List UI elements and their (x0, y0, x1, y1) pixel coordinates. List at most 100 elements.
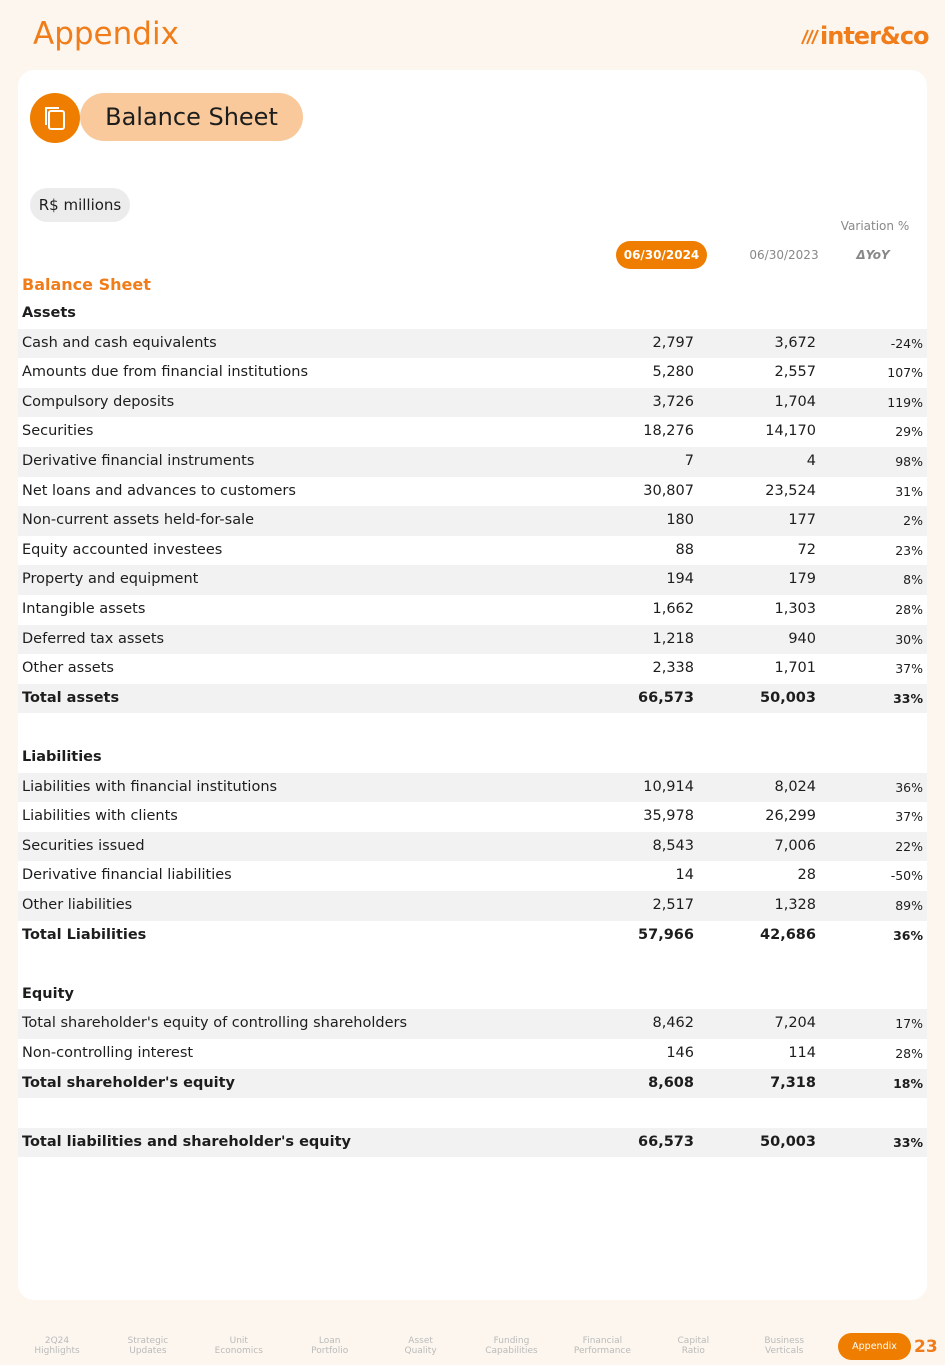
nav-line: 2Q24 (44, 1336, 70, 1346)
change-value: 23% (895, 542, 923, 558)
badge: Balance Sheet (80, 93, 303, 141)
change-value: 33% (893, 690, 923, 706)
change-value: 31% (895, 483, 923, 499)
previous-value: 72 (797, 541, 816, 558)
nav-item[interactable]: Funding Capabilities (485, 1336, 538, 1356)
section-heading: Equity (18, 980, 927, 1010)
current-value: 66,573 (638, 1133, 694, 1150)
change-value: 17% (895, 1016, 923, 1032)
previous-value: 4 (806, 453, 816, 469)
row-label: Total shareholder's equity (22, 1074, 236, 1091)
table-row: Derivative financial liabilities 14 28 -50% (18, 861, 927, 891)
current-value: 8,608 (648, 1074, 694, 1091)
current-value: 88 (675, 541, 694, 558)
table-row: Equity accounted investees 88 72 23% (18, 536, 927, 566)
row-label: Cash and cash equivalents (22, 334, 217, 351)
nav-line: Financial (582, 1336, 623, 1346)
row-label: Total liabilities and shareholder's equi… (22, 1133, 351, 1150)
nav-item[interactable]: Asset Quality (405, 1336, 437, 1356)
change-value: 18% (893, 1075, 923, 1091)
table-row: Securities 18,276 14,170 29% (18, 417, 927, 447)
table-row: Other liabilities 2,517 1,328 89% (18, 891, 927, 921)
current-value: 146 (666, 1045, 694, 1061)
previous-value: 50,003 (760, 689, 816, 706)
change-value: 37% (895, 809, 923, 825)
previous-value: 1,303 (774, 601, 816, 617)
row-label: Securities issued (22, 837, 145, 854)
row-label: Intangible assets (22, 601, 146, 617)
nav-line: Capital (677, 1336, 710, 1346)
current-value: 8,543 (652, 837, 694, 854)
current-value: 8,462 (652, 1015, 694, 1032)
row-label: Equity accounted investees (22, 541, 223, 558)
nav-item[interactable]: 2Q24 Highlights (34, 1336, 79, 1356)
badge-icon (30, 93, 80, 143)
heading-text: Liabilities (22, 749, 102, 765)
current-value: 57,966 (638, 926, 694, 943)
previous-value: 940 (788, 630, 816, 647)
nav-item[interactable]: Business Verticals (764, 1336, 804, 1356)
previous-value: 26,299 (765, 808, 816, 825)
current-value: 5,280 (652, 364, 694, 381)
nav-item[interactable]: Loan Portfolio (311, 1336, 348, 1356)
row-label: Derivative financial liabilities (22, 867, 232, 884)
table-row: Non-controlling interest 146 114 28% (18, 1039, 927, 1069)
nav-item[interactable]: Financial Performance (574, 1336, 631, 1356)
previous-value: 114 (788, 1045, 816, 1061)
change-value: 36% (893, 927, 923, 943)
table-row: Intangible assets 1,662 1,303 28% (18, 595, 927, 625)
nav-line: Asset (408, 1336, 433, 1346)
change-value: 119% (887, 394, 923, 410)
previous-value: 8,024 (774, 778, 816, 795)
nav-line: Strategic (127, 1336, 169, 1346)
row-label: Property and equipment (22, 571, 199, 588)
previous-value: 50,003 (760, 1133, 816, 1150)
previous-value: 7,318 (770, 1074, 816, 1091)
change-value: 33% (893, 1134, 923, 1150)
row-label: Net loans and advances to customers (22, 482, 296, 499)
current-value: 66,573 (638, 689, 694, 706)
table-row: Deferred tax assets 1,218 940 30% (18, 624, 927, 655)
table-row: Amounts due from financial institutions 5… (18, 358, 927, 388)
nav-item[interactable]: Unit Economics (215, 1336, 263, 1356)
current-value: 194 (666, 571, 694, 588)
unit-pill: R$ millions (30, 188, 130, 222)
table-row: Securities issued 8,543 7,006 22% (18, 831, 927, 862)
nav-active[interactable]: Appendix (838, 1333, 911, 1360)
row-label: Total Liabilities (22, 926, 147, 943)
table-row: Total Liabilities 57,966 42,686 36% (18, 921, 927, 951)
change-value: 107% (887, 365, 923, 381)
current-date: 06/30/2024 (616, 241, 707, 269)
change-header: ΔYoY (856, 248, 890, 262)
nav-line: Loan (318, 1336, 341, 1346)
logo: inter&co (820, 22, 930, 50)
row-label: Non-controlling interest (22, 1045, 194, 1061)
current-value: 10,914 (643, 778, 694, 795)
current-value: 7 (684, 453, 694, 469)
previous-value: 177 (788, 512, 816, 529)
change-value: 28% (895, 1046, 923, 1061)
previous-value: 1,328 (774, 897, 816, 913)
row-label: Other assets (22, 660, 114, 677)
table-row: Total liabilities and shareholder's equi… (18, 1127, 927, 1158)
nav-line: Verticals (764, 1346, 804, 1356)
current-value: 2,797 (652, 334, 694, 351)
change-value: 36% (895, 779, 923, 795)
nav-line: Highlights (34, 1346, 80, 1356)
change-value: 22% (895, 838, 923, 854)
change-value: 29% (895, 424, 923, 440)
previous-value: 1,704 (774, 393, 816, 410)
nav-line: Ratio (681, 1346, 705, 1356)
variation-title: Variation % (840, 219, 910, 233)
nav-line: Performance (573, 1346, 631, 1356)
change-value: 28% (895, 602, 923, 617)
row-label: Total assets (22, 689, 120, 706)
change-value: 89% (895, 898, 923, 913)
previous-value: 1,701 (774, 660, 816, 677)
section-heading: Assets (18, 299, 927, 329)
nav-line: Updates (129, 1346, 167, 1356)
nav-item[interactable]: Strategic Updates (128, 1336, 169, 1356)
current-value: 180 (666, 512, 694, 529)
change-value: 30% (895, 631, 923, 647)
nav-item[interactable]: Capital Ratio (678, 1336, 710, 1356)
